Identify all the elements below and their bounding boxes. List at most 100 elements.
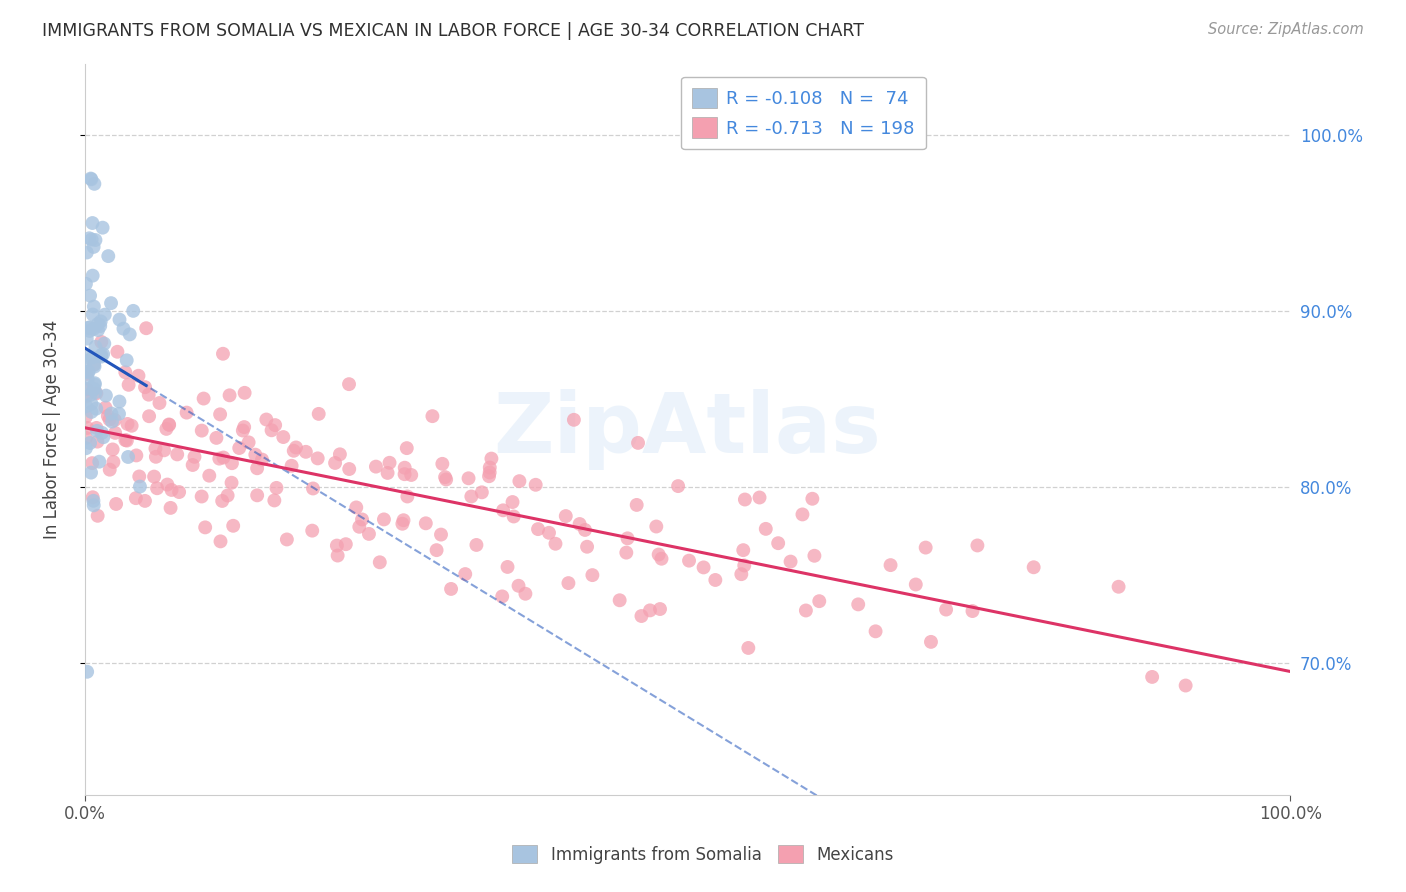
Point bbox=[212, 347, 235, 361]
Point bbox=[524, 477, 547, 491]
Point bbox=[704, 573, 727, 587]
Point bbox=[82, 456, 104, 470]
Point bbox=[217, 488, 239, 502]
Point bbox=[101, 442, 124, 457]
Point bbox=[378, 456, 401, 470]
Point bbox=[100, 407, 122, 421]
Point bbox=[115, 353, 138, 368]
Point bbox=[75, 382, 97, 396]
Point bbox=[733, 543, 755, 558]
Point bbox=[692, 560, 714, 574]
Point bbox=[86, 434, 108, 449]
Point bbox=[865, 624, 887, 639]
Point bbox=[557, 576, 579, 591]
Point bbox=[80, 466, 103, 480]
Point bbox=[645, 519, 668, 533]
Point bbox=[650, 551, 672, 566]
Point bbox=[84, 385, 107, 400]
Point bbox=[105, 497, 128, 511]
Point bbox=[1108, 580, 1130, 594]
Point bbox=[166, 447, 188, 461]
Point bbox=[77, 365, 100, 379]
Point bbox=[465, 538, 488, 552]
Point bbox=[76, 421, 98, 435]
Point bbox=[75, 399, 97, 413]
Point bbox=[527, 522, 550, 536]
Point bbox=[434, 473, 457, 487]
Point bbox=[89, 318, 111, 333]
Point bbox=[91, 220, 114, 235]
Point bbox=[125, 491, 148, 505]
Point bbox=[373, 512, 395, 526]
Point bbox=[426, 543, 449, 558]
Point bbox=[246, 461, 269, 475]
Point bbox=[962, 604, 984, 618]
Point bbox=[492, 503, 515, 517]
Point bbox=[138, 387, 160, 401]
Point bbox=[352, 512, 374, 526]
Point bbox=[98, 463, 121, 477]
Point bbox=[391, 516, 413, 531]
Point bbox=[460, 490, 482, 504]
Point bbox=[364, 459, 387, 474]
Point bbox=[276, 533, 298, 547]
Point bbox=[83, 359, 105, 374]
Point bbox=[779, 555, 801, 569]
Point bbox=[148, 396, 170, 410]
Point bbox=[75, 367, 97, 381]
Point bbox=[160, 483, 183, 497]
Point bbox=[79, 288, 101, 302]
Point bbox=[77, 231, 100, 245]
Point bbox=[198, 468, 221, 483]
Point bbox=[648, 602, 671, 616]
Point bbox=[77, 321, 100, 335]
Point bbox=[104, 425, 127, 440]
Point bbox=[904, 577, 927, 591]
Point bbox=[84, 340, 107, 354]
Point bbox=[496, 560, 519, 574]
Point bbox=[357, 527, 380, 541]
Point bbox=[755, 522, 778, 536]
Point bbox=[232, 424, 254, 438]
Point bbox=[212, 450, 235, 465]
Point bbox=[84, 233, 107, 247]
Point bbox=[117, 450, 139, 464]
Point bbox=[222, 518, 245, 533]
Point bbox=[914, 541, 936, 555]
Point bbox=[75, 277, 97, 291]
Point bbox=[76, 332, 98, 346]
Point bbox=[94, 401, 117, 415]
Point bbox=[77, 350, 100, 364]
Point bbox=[157, 417, 180, 432]
Point bbox=[396, 490, 419, 504]
Point bbox=[121, 418, 143, 433]
Point bbox=[748, 491, 770, 505]
Point bbox=[626, 498, 648, 512]
Point bbox=[156, 477, 179, 491]
Point bbox=[478, 469, 501, 483]
Point bbox=[245, 448, 267, 462]
Point bbox=[920, 635, 942, 649]
Point bbox=[79, 436, 101, 450]
Point bbox=[117, 417, 139, 431]
Point bbox=[83, 177, 105, 191]
Point bbox=[90, 314, 112, 328]
Point bbox=[392, 513, 415, 527]
Text: IMMIGRANTS FROM SOMALIA VS MEXICAN IN LABOR FORCE | AGE 30-34 CORRELATION CHART: IMMIGRANTS FROM SOMALIA VS MEXICAN IN LA… bbox=[42, 22, 865, 40]
Point bbox=[434, 470, 457, 484]
Point bbox=[395, 441, 418, 455]
Point bbox=[77, 365, 100, 379]
Point bbox=[430, 527, 453, 541]
Point bbox=[118, 327, 141, 342]
Point bbox=[554, 509, 576, 524]
Point bbox=[576, 540, 599, 554]
Point bbox=[100, 296, 122, 310]
Point bbox=[792, 508, 814, 522]
Point bbox=[83, 382, 105, 396]
Point bbox=[508, 579, 530, 593]
Point bbox=[481, 451, 503, 466]
Point bbox=[76, 382, 98, 396]
Point bbox=[422, 409, 444, 424]
Point bbox=[260, 423, 283, 437]
Point bbox=[94, 308, 117, 322]
